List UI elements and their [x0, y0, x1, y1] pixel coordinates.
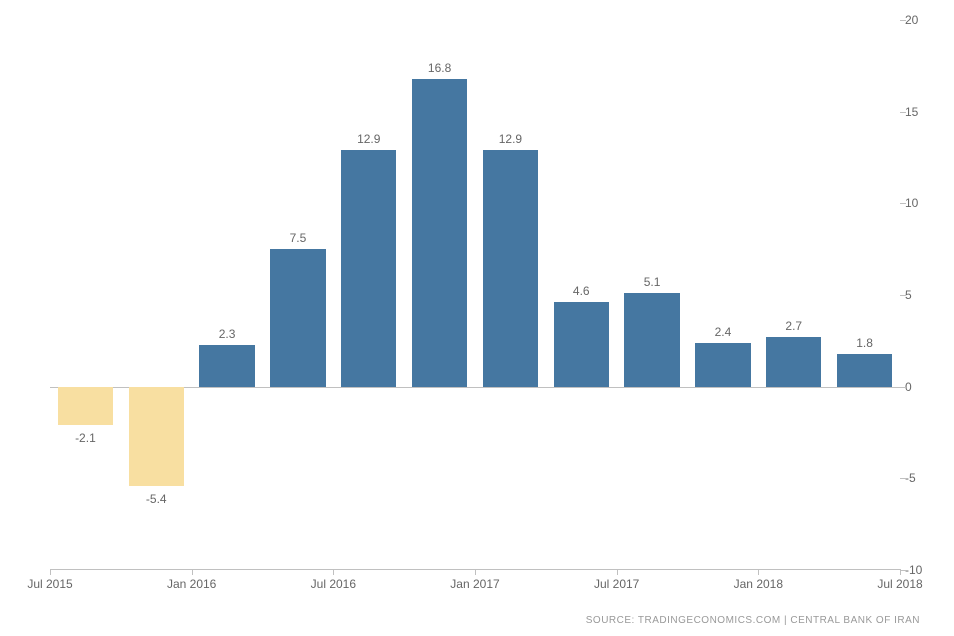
x-tick-mark — [617, 569, 618, 575]
y-tick-label: 15 — [905, 105, 950, 119]
bar — [766, 337, 821, 387]
x-tick-label: Jan 2016 — [167, 577, 216, 591]
bar-value-label: -5.4 — [146, 492, 167, 506]
source-attribution: SOURCE: TRADINGECONOMICS.COM | CENTRAL B… — [586, 615, 920, 626]
y-tick-mark — [900, 112, 906, 113]
y-tick-label: 10 — [905, 196, 950, 210]
y-tick-mark — [900, 20, 906, 21]
bar — [554, 302, 609, 386]
x-tick-mark — [333, 569, 334, 575]
bar-value-label: 7.5 — [290, 231, 307, 245]
x-tick-mark — [475, 569, 476, 575]
y-tick-label: 20 — [905, 13, 950, 27]
x-tick-label: Jul 2015 — [27, 577, 72, 591]
bar-value-label: 5.1 — [644, 275, 661, 289]
y-tick-label: -10 — [905, 563, 950, 577]
x-tick-label: Jul 2017 — [594, 577, 639, 591]
bar — [341, 150, 396, 387]
bar-value-label: 1.8 — [856, 336, 873, 350]
x-tick-label: Jan 2018 — [734, 577, 783, 591]
chart-container: -10 -5 0 5 10 15 20 -2.1 -5.4 2.3 7.5 12.9 16.8 12.9 4… — [0, 0, 954, 636]
x-tick-mark — [758, 569, 759, 575]
y-tick-mark — [900, 387, 906, 388]
bar-value-label: -2.1 — [75, 431, 96, 445]
x-tick-mark — [50, 569, 51, 575]
bar-value-label: 2.4 — [715, 325, 732, 339]
bar-value-label: 12.9 — [357, 132, 380, 146]
bar-value-label: 2.3 — [219, 327, 236, 341]
bar — [58, 387, 113, 426]
bar — [129, 387, 184, 486]
x-tick-mark — [900, 569, 901, 575]
bar — [412, 79, 467, 387]
bar — [837, 354, 892, 387]
y-tick-mark — [900, 295, 906, 296]
x-tick-label: Jul 2018 — [877, 577, 922, 591]
y-tick-mark — [900, 478, 906, 479]
y-tick-label: -5 — [905, 471, 950, 485]
y-tick-mark — [900, 203, 906, 204]
y-tick-label: 5 — [905, 288, 950, 302]
bar — [199, 345, 254, 387]
x-tick-label: Jul 2016 — [311, 577, 356, 591]
bar — [695, 343, 750, 387]
bar-value-label: 12.9 — [499, 132, 522, 146]
y-tick-label: 0 — [905, 380, 950, 394]
x-tick-label: Jan 2017 — [450, 577, 499, 591]
bar — [483, 150, 538, 387]
bar — [270, 249, 325, 387]
bar — [624, 293, 679, 387]
plot-area: -10-505101520-2.1-5.42.37.512.916.812.94… — [50, 20, 900, 570]
bar-value-label: 4.6 — [573, 284, 590, 298]
x-tick-mark — [192, 569, 193, 575]
bar-value-label: 16.8 — [428, 61, 451, 75]
bar-value-label: 2.7 — [785, 319, 802, 333]
